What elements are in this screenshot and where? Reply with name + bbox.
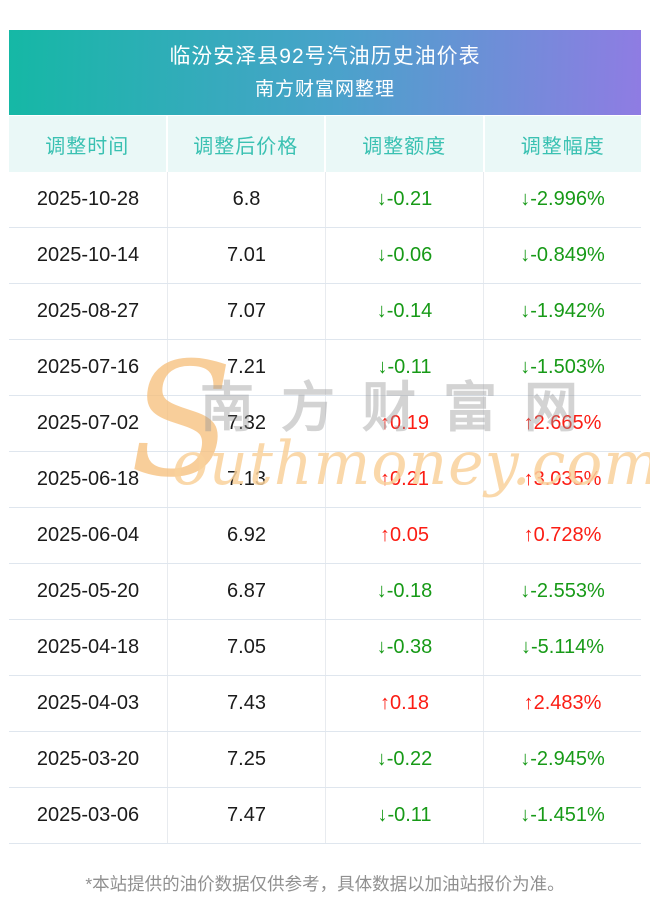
cell-change-percent: ↓-0.849% (483, 228, 641, 283)
table-row: 2025-04-18 7.05 ↓-0.38 ↓-5.114% (9, 620, 641, 676)
cell-change-percent: ↓-5.114% (483, 620, 641, 675)
table-header-row: 调整时间 调整后价格 调整额度 调整幅度 (9, 116, 641, 172)
cell-change-percent: ↓-2.945% (483, 732, 641, 787)
table-row: 2025-05-20 6.87 ↓-0.18 ↓-2.553% (9, 564, 641, 620)
cell-adjust-date: 2025-03-06 (36, 804, 140, 826)
table-row: 2025-03-06 7.47 ↓-0.11 ↓-1.451% (9, 788, 641, 844)
cell-change-percent: ↑2.483% (483, 676, 641, 731)
cell-adjust-date: 2025-03-20 (36, 748, 140, 770)
cell-adjust-date: 2025-07-02 (36, 412, 140, 434)
cell-change-amount: ↓-0.11 (325, 788, 483, 843)
header-adjust-rate: 调整幅度 (484, 116, 641, 172)
cell-change-percent: ↓-2.996% (483, 172, 641, 227)
header-adjust-time: 调整时间 (9, 116, 166, 172)
table-title-banner: 临汾安泽县92号汽油历史油价表 南方财富网整理 (9, 30, 641, 115)
cell-price-after: 6.8 (167, 172, 325, 227)
header-price-after: 调整后价格 (167, 116, 324, 172)
table-row: 2025-04-03 7.43 ↑0.18 ↑2.483% (9, 676, 641, 732)
cell-price-after: 7.05 (167, 620, 325, 675)
cell-price-after: 7.07 (167, 284, 325, 339)
cell-change-amount: ↓-0.22 (325, 732, 483, 787)
cell-price-after: 7.25 (167, 732, 325, 787)
cell-adjust-date: 2025-05-20 (36, 580, 140, 602)
table-row: 2025-10-28 6.8 ↓-0.21 ↓-2.996% (9, 172, 641, 228)
table-body: 2025-10-28 6.8 ↓-0.21 ↓-2.996% 2025-10-1… (9, 172, 641, 844)
cell-adjust-date: 2025-08-27 (36, 300, 140, 322)
cell-change-percent: ↑3.035% (483, 452, 641, 507)
cell-change-amount: ↑0.19 (325, 396, 483, 451)
cell-adjust-date: 2025-06-18 (36, 468, 140, 490)
cell-change-amount: ↓-0.11 (325, 340, 483, 395)
cell-price-after: 7.01 (167, 228, 325, 283)
disclaimer-note: *本站提供的油价数据仅供参考，具体数据以加油站报价为准。 (85, 874, 565, 894)
cell-change-amount: ↓-0.14 (325, 284, 483, 339)
cell-change-amount: ↑0.05 (325, 508, 483, 563)
cell-change-percent: ↑2.665% (483, 396, 641, 451)
cell-change-amount: ↑0.18 (325, 676, 483, 731)
cell-adjust-date: 2025-06-04 (36, 524, 140, 546)
cell-change-amount: ↓-0.38 (325, 620, 483, 675)
table-row: 2025-06-18 7.13 ↑0.21 ↑3.035% (9, 452, 641, 508)
cell-change-amount: ↓-0.21 (325, 172, 483, 227)
cell-change-percent: ↓-1.451% (483, 788, 641, 843)
table-row: 2025-07-02 7.32 ↑0.19 ↑2.665% (9, 396, 641, 452)
cell-change-percent: ↑0.728% (483, 508, 641, 563)
cell-change-percent: ↓-1.942% (483, 284, 641, 339)
cell-adjust-date: 2025-10-28 (36, 188, 140, 210)
table-row: 2025-06-04 6.92 ↑0.05 ↑0.728% (9, 508, 641, 564)
cell-adjust-date: 2025-07-16 (36, 356, 140, 378)
cell-adjust-date: 2025-04-18 (36, 636, 140, 658)
table-row: 2025-03-20 7.25 ↓-0.22 ↓-2.945% (9, 732, 641, 788)
page-title: 临汾安泽县92号汽油历史油价表 (169, 45, 481, 68)
cell-price-after: 7.21 (167, 340, 325, 395)
header-adjust-amount: 调整额度 (326, 116, 483, 172)
cell-price-after: 7.13 (167, 452, 325, 507)
cell-price-after: 6.92 (167, 508, 325, 563)
cell-price-after: 7.47 (167, 788, 325, 843)
cell-price-after: 7.43 (167, 676, 325, 731)
page-subtitle: 南方财富网整理 (254, 79, 395, 100)
cell-change-amount: ↑0.21 (325, 452, 483, 507)
fuel-price-history-table: 调整时间 调整后价格 调整额度 调整幅度 2025-10-28 6.8 ↓-0.… (9, 116, 641, 844)
cell-adjust-date: 2025-10-14 (36, 244, 140, 266)
cell-change-amount: ↓-0.18 (325, 564, 483, 619)
table-row: 2025-10-14 7.01 ↓-0.06 ↓-0.849% (9, 228, 641, 284)
table-row: 2025-07-16 7.21 ↓-0.11 ↓-1.503% (9, 340, 641, 396)
cell-price-after: 6.87 (167, 564, 325, 619)
cell-adjust-date: 2025-04-03 (36, 692, 140, 714)
cell-price-after: 7.32 (167, 396, 325, 451)
cell-change-percent: ↓-1.503% (483, 340, 641, 395)
cell-change-percent: ↓-2.553% (483, 564, 641, 619)
table-row: 2025-08-27 7.07 ↓-0.14 ↓-1.942% (9, 284, 641, 340)
cell-change-amount: ↓-0.06 (325, 228, 483, 283)
